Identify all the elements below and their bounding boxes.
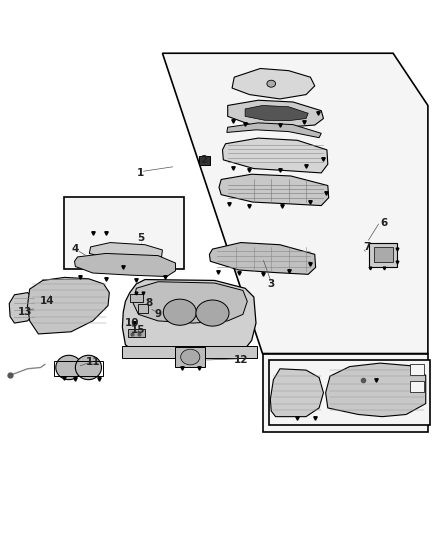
Ellipse shape	[163, 299, 196, 325]
Ellipse shape	[267, 80, 276, 87]
Polygon shape	[9, 293, 36, 323]
Polygon shape	[270, 369, 323, 417]
Bar	[54, 361, 103, 376]
Ellipse shape	[56, 356, 82, 379]
Text: 3: 3	[268, 279, 275, 289]
Polygon shape	[232, 68, 315, 99]
Polygon shape	[122, 279, 256, 358]
Text: 10: 10	[125, 318, 139, 328]
Bar	[374, 247, 393, 262]
Text: 1: 1	[137, 168, 144, 178]
Polygon shape	[219, 174, 328, 206]
Polygon shape	[262, 353, 428, 432]
Text: 15: 15	[131, 325, 146, 335]
Polygon shape	[209, 243, 316, 274]
Bar	[176, 347, 205, 367]
Text: 2: 2	[200, 155, 207, 165]
Text: 13: 13	[18, 307, 32, 317]
Polygon shape	[162, 53, 428, 353]
Bar	[138, 304, 148, 313]
Text: 5: 5	[137, 233, 144, 243]
Bar	[410, 365, 424, 375]
Polygon shape	[227, 123, 321, 138]
Text: 6: 6	[381, 218, 388, 228]
Text: 14: 14	[40, 296, 54, 306]
Text: 8: 8	[146, 298, 153, 309]
Ellipse shape	[75, 356, 102, 379]
Polygon shape	[89, 243, 162, 260]
Polygon shape	[325, 363, 426, 417]
Text: 4: 4	[72, 244, 79, 254]
Bar	[127, 329, 145, 337]
Bar	[410, 381, 424, 392]
Polygon shape	[74, 254, 176, 277]
Polygon shape	[269, 360, 430, 425]
Bar	[64, 197, 184, 269]
Polygon shape	[223, 138, 328, 173]
Bar	[130, 294, 143, 302]
Ellipse shape	[181, 349, 200, 365]
Text: 9: 9	[155, 309, 162, 319]
Bar	[122, 346, 257, 358]
Bar	[199, 156, 210, 165]
Polygon shape	[28, 277, 110, 334]
Text: 11: 11	[85, 357, 100, 367]
Polygon shape	[228, 100, 323, 127]
Text: 7: 7	[363, 242, 371, 252]
Polygon shape	[133, 282, 247, 323]
Bar	[369, 243, 397, 266]
Ellipse shape	[196, 300, 229, 326]
Text: 12: 12	[233, 355, 248, 365]
Polygon shape	[245, 106, 308, 120]
